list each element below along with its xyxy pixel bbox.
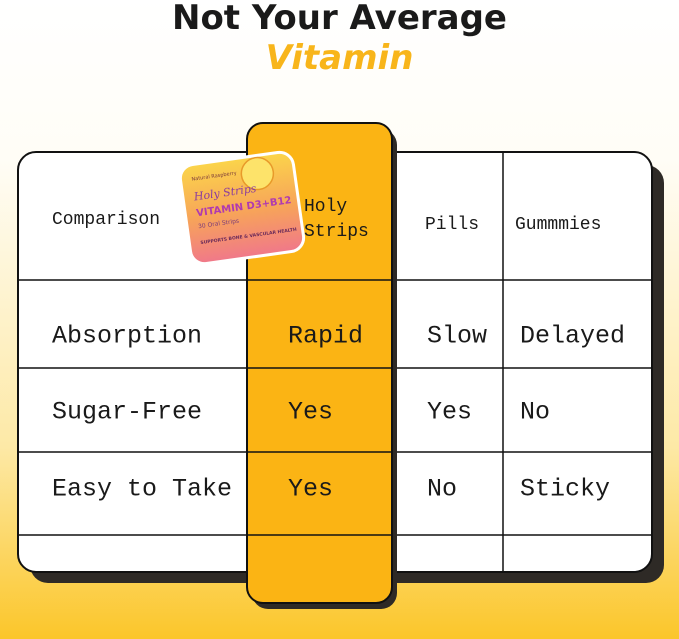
row-label: Sugar-Free xyxy=(52,397,203,427)
row-label: Easy to Take xyxy=(52,474,233,504)
column-lines xyxy=(247,279,392,536)
package-box xyxy=(178,150,306,266)
cell: No xyxy=(520,397,551,427)
header-cell: Gummmies xyxy=(515,215,602,235)
title-line2: Vitamin xyxy=(265,38,414,78)
header-cell: Pills xyxy=(425,215,480,235)
cell: Slow xyxy=(427,321,488,351)
cell: Yes xyxy=(427,397,473,427)
header-cell: Comparison xyxy=(52,210,161,230)
cell: Sticky xyxy=(520,474,611,504)
title-line1: Not Your Average xyxy=(171,0,507,38)
cell: Rapid xyxy=(288,321,364,351)
header-cell: Holy Strips xyxy=(304,197,369,242)
cell: No xyxy=(427,474,458,504)
cell: Yes xyxy=(288,474,334,504)
cell: Delayed xyxy=(520,321,626,351)
sun-icon xyxy=(240,156,275,191)
cell: Yes xyxy=(288,397,334,427)
product-package: Natural Raspberry Holy Strips VITAMIN D3… xyxy=(178,150,306,266)
row-label: Absorption xyxy=(52,321,203,351)
